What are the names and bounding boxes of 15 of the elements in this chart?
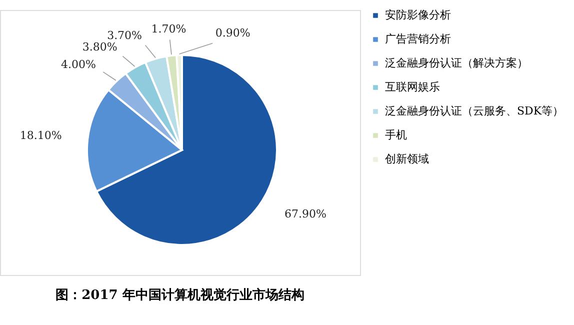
legend-label: 创新领域 [385,152,429,166]
data-label: 18.10% [20,128,62,142]
legend-label: 泛金融身份认证（云服务、SDK等） [385,104,564,118]
legend-label: 广告营销分析 [385,32,451,46]
data-label: 3.80% [82,40,118,54]
legend-label: 互联网娱乐 [385,80,440,94]
text: 图：2017 年中国计算机视觉行业市场结构 [56,287,304,303]
legend-label: 安防影像分析 [385,8,451,22]
data-label: 3.70% [107,28,142,42]
data-label: 4.00% [61,58,96,71]
data-label: 67.90% [284,207,326,220]
data-label: 1.70% [151,22,186,36]
legend-label: 手机 [385,128,407,142]
data-label: 0.90% [215,26,250,40]
legend-label: 泛金融身份认证（解决方案） [385,56,528,70]
